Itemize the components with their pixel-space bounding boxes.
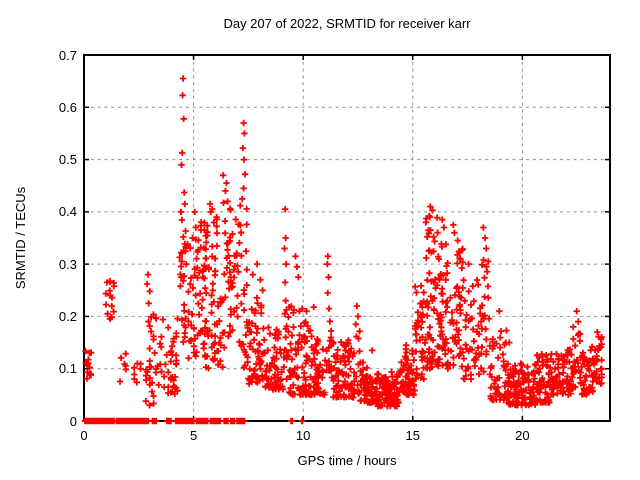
x-tick-label: 20 <box>515 428 530 443</box>
x-tick-label: 10 <box>295 428 311 443</box>
x-tick-label: 15 <box>405 428 420 443</box>
scatter-points <box>81 75 605 425</box>
y-tick-label: 0.6 <box>58 99 77 115</box>
y-tick-label: 0.1 <box>58 361 77 377</box>
plot-border <box>83 54 611 422</box>
chart-title: Day 207 of 2022, SRMTID for receiver kar… <box>223 16 471 31</box>
y-tick-label: 0.4 <box>58 204 77 220</box>
x-tick-label: 0 <box>80 428 88 443</box>
y-tick-label: 0.7 <box>58 47 77 63</box>
y-tick-label: 0.2 <box>58 308 77 324</box>
x-axis-label: GPS time / hours <box>297 453 397 468</box>
y-tick-label: 0.5 <box>58 152 77 168</box>
y-tick-label: 0 <box>69 413 77 429</box>
x-tick-label: 5 <box>189 428 198 443</box>
gridlines <box>84 55 610 421</box>
tick-marks <box>83 54 610 422</box>
y-axis-label: SRMTID / TECUs <box>13 186 28 290</box>
y-tick-label: 0.3 <box>58 256 77 272</box>
